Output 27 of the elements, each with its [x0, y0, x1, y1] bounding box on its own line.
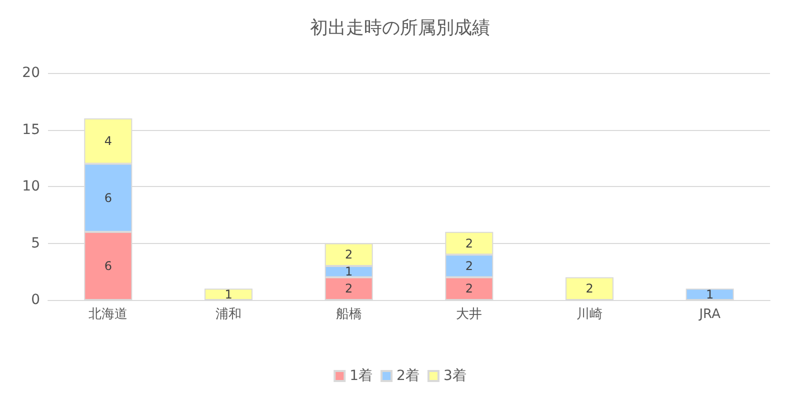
x-tick-label: 北海道: [88, 307, 128, 322]
data-label: 1: [706, 287, 714, 302]
y-tick-label: 5: [31, 235, 40, 252]
y-tick-label: 15: [22, 122, 40, 138]
legend-label: 1着: [350, 368, 373, 384]
data-label: 2: [465, 282, 473, 296]
legend-label: 3着: [443, 368, 466, 384]
data-label: 1: [224, 287, 232, 302]
data-label: 1: [345, 264, 353, 279]
x-tick-label: 大井: [456, 307, 482, 322]
data-label: 6: [104, 190, 112, 205]
chart-title: 初出走時の所属別成績: [310, 18, 490, 38]
data-label: 2: [345, 282, 353, 296]
data-label: 2: [586, 282, 594, 296]
data-label: 2: [465, 236, 473, 250]
y-tick-label: 20: [22, 65, 40, 81]
data-label: 6: [104, 258, 112, 273]
x-tick-label: 川崎: [576, 307, 602, 322]
data-label: 2: [465, 258, 473, 273]
y-tick-label: 10: [22, 178, 40, 194]
legend-label: 2着: [396, 368, 420, 384]
data-label: 4: [104, 134, 112, 148]
data-label: 2: [345, 248, 353, 262]
x-tick-label: 浦和: [216, 307, 242, 322]
y-tick-label: 0: [31, 292, 40, 308]
x-tick-label: JRA: [698, 307, 721, 322]
x-tick-label: 船橋: [336, 307, 362, 322]
